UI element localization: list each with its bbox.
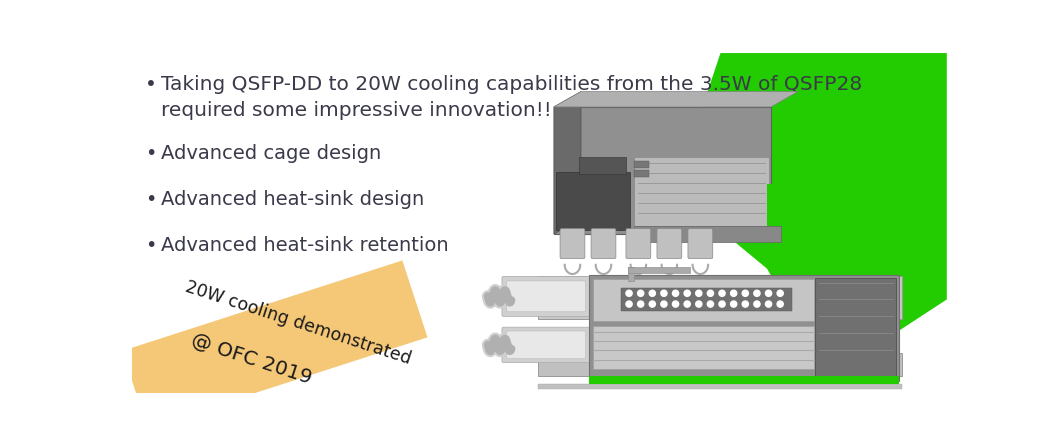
Circle shape bbox=[649, 301, 655, 307]
FancyBboxPatch shape bbox=[688, 229, 713, 259]
Circle shape bbox=[719, 290, 725, 296]
Circle shape bbox=[649, 290, 655, 296]
Circle shape bbox=[661, 290, 667, 296]
FancyBboxPatch shape bbox=[538, 276, 902, 319]
FancyBboxPatch shape bbox=[589, 275, 898, 381]
FancyBboxPatch shape bbox=[507, 281, 586, 312]
Text: Advanced heat-sink design: Advanced heat-sink design bbox=[161, 190, 424, 209]
Text: •: • bbox=[145, 144, 157, 163]
FancyBboxPatch shape bbox=[502, 276, 590, 316]
Circle shape bbox=[743, 301, 748, 307]
Text: Taking QSFP-DD to 20W cooling capabilities from the 3.5W of QSFP28: Taking QSFP-DD to 20W cooling capabiliti… bbox=[161, 75, 863, 94]
FancyBboxPatch shape bbox=[507, 331, 586, 359]
Circle shape bbox=[730, 290, 736, 296]
Circle shape bbox=[754, 301, 760, 307]
FancyBboxPatch shape bbox=[502, 327, 590, 362]
FancyBboxPatch shape bbox=[627, 267, 633, 281]
Circle shape bbox=[766, 290, 772, 296]
Polygon shape bbox=[553, 91, 798, 107]
FancyBboxPatch shape bbox=[538, 353, 902, 377]
Circle shape bbox=[638, 301, 644, 307]
FancyBboxPatch shape bbox=[767, 184, 776, 226]
Text: 20W cooling demonstrated: 20W cooling demonstrated bbox=[183, 278, 413, 368]
Text: @ OFC 2019: @ OFC 2019 bbox=[189, 331, 315, 388]
Text: •: • bbox=[145, 75, 158, 94]
Circle shape bbox=[626, 290, 632, 296]
Circle shape bbox=[707, 290, 713, 296]
Circle shape bbox=[777, 301, 784, 307]
Circle shape bbox=[661, 301, 667, 307]
FancyBboxPatch shape bbox=[815, 278, 896, 378]
Circle shape bbox=[672, 301, 679, 307]
FancyBboxPatch shape bbox=[592, 278, 813, 321]
Text: •: • bbox=[145, 236, 157, 255]
FancyBboxPatch shape bbox=[633, 170, 649, 177]
FancyBboxPatch shape bbox=[538, 384, 902, 389]
FancyBboxPatch shape bbox=[591, 229, 615, 259]
Text: Advanced heat-sink retention: Advanced heat-sink retention bbox=[161, 236, 448, 255]
Circle shape bbox=[638, 290, 644, 296]
Text: Advanced cage design: Advanced cage design bbox=[161, 144, 381, 163]
FancyBboxPatch shape bbox=[627, 267, 689, 273]
Circle shape bbox=[672, 290, 679, 296]
FancyBboxPatch shape bbox=[656, 229, 682, 259]
FancyBboxPatch shape bbox=[557, 172, 630, 230]
FancyBboxPatch shape bbox=[633, 157, 769, 226]
FancyBboxPatch shape bbox=[560, 229, 585, 259]
Circle shape bbox=[719, 301, 725, 307]
Circle shape bbox=[684, 290, 690, 296]
Text: required some impressive innovation!!: required some impressive innovation!! bbox=[161, 101, 551, 120]
FancyBboxPatch shape bbox=[626, 229, 651, 259]
Circle shape bbox=[730, 301, 736, 307]
Circle shape bbox=[684, 301, 690, 307]
FancyBboxPatch shape bbox=[633, 161, 649, 168]
Text: •: • bbox=[145, 190, 157, 209]
Circle shape bbox=[754, 290, 760, 296]
Circle shape bbox=[777, 290, 784, 296]
Circle shape bbox=[766, 301, 772, 307]
Polygon shape bbox=[122, 260, 427, 428]
FancyBboxPatch shape bbox=[589, 377, 898, 384]
Circle shape bbox=[707, 301, 713, 307]
FancyBboxPatch shape bbox=[553, 107, 771, 234]
FancyBboxPatch shape bbox=[633, 226, 781, 242]
Circle shape bbox=[743, 290, 748, 296]
Circle shape bbox=[695, 301, 702, 307]
Circle shape bbox=[695, 290, 702, 296]
FancyBboxPatch shape bbox=[592, 326, 813, 369]
FancyBboxPatch shape bbox=[622, 288, 792, 311]
Polygon shape bbox=[553, 91, 581, 234]
FancyBboxPatch shape bbox=[580, 157, 626, 174]
Polygon shape bbox=[674, 53, 947, 377]
Circle shape bbox=[626, 301, 632, 307]
